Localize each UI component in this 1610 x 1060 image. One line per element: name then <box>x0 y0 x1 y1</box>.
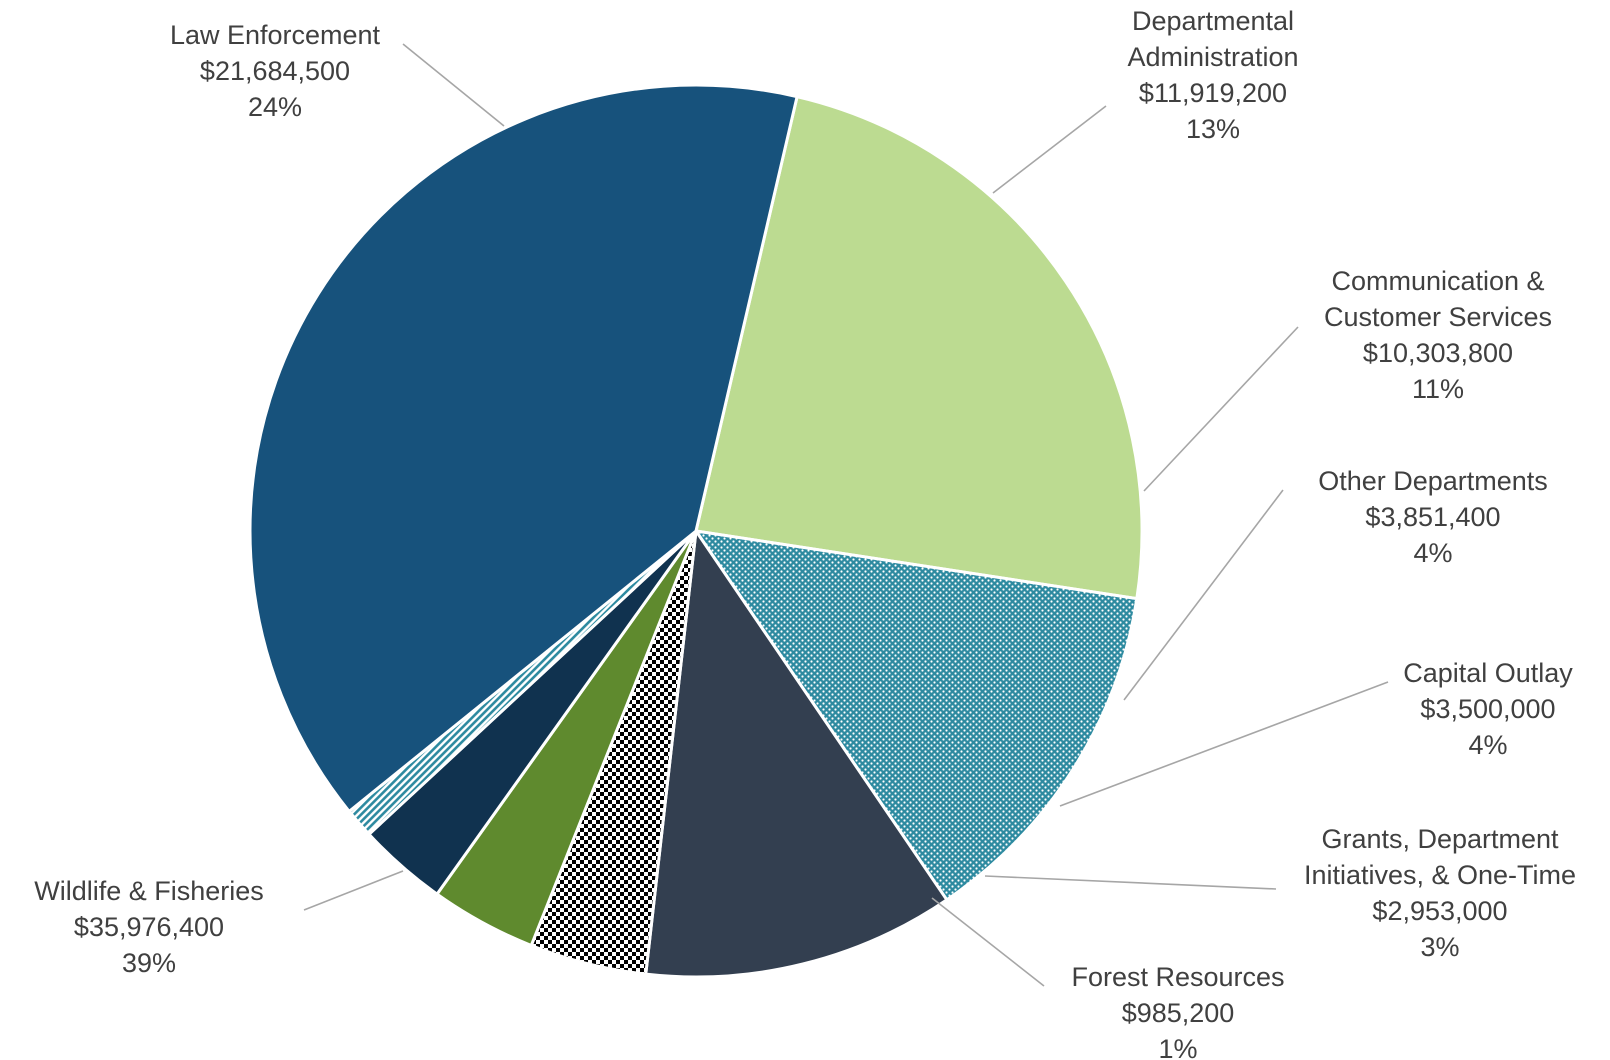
label-departmental-administration-name-0: Departmental <box>1132 6 1294 36</box>
label-other-departments-name: Other Departments <box>1318 466 1548 496</box>
label-departmental-administration-percent: 13% <box>1186 114 1240 144</box>
label-forest-resources: Forest Resources $985,200 1% <box>1071 962 1284 1060</box>
pie-slices <box>248 83 1144 979</box>
label-other-departments-percent: 4% <box>1413 538 1452 568</box>
label-wildlife-and-fisheries-name: Wildlife & Fisheries <box>34 876 264 906</box>
label-capital-outlay-amount: $3,500,000 <box>1420 694 1555 724</box>
label-wildlife-and-fisheries: Wildlife & Fisheries $35,976,400 39% <box>34 876 264 978</box>
label-departmental-administration-name-1: Administration <box>1127 42 1298 72</box>
leader-line-departmental-administration <box>992 105 1107 194</box>
label-departmental-administration: Departmental Administration $11,919,200 13% <box>1127 6 1298 144</box>
label-capital-outlay-name: Capital Outlay <box>1403 658 1573 688</box>
leader-line-other-departments <box>1123 489 1284 701</box>
leader-line-grants-department-initiatives-and-one-time <box>984 875 1277 890</box>
label-departmental-administration-amount: $11,919,200 <box>1139 78 1287 108</box>
label-communication-and-customer-services-name-0: Communication & <box>1331 266 1544 296</box>
label-other-departments: Other Departments $3,851,400 4% <box>1318 466 1548 568</box>
slice-departmental-administration <box>692 528 1139 902</box>
data-labels: Law Enforcement $21,684,500 24% Departmenta… <box>34 6 1576 1060</box>
label-other-departments-amount: $3,851,400 <box>1365 502 1500 532</box>
label-law-enforcement-name: Law Enforcement <box>170 20 381 50</box>
label-capital-outlay-percent: 4% <box>1468 730 1507 760</box>
label-capital-outlay: Capital Outlay $3,500,000 4% <box>1403 658 1573 760</box>
label-communication-and-customer-services-amount: $10,303,800 <box>1363 338 1513 368</box>
slice-law-enforcement <box>694 94 1144 601</box>
label-grants-department-initiatives-and-one-time-name-0: Grants, Department <box>1321 824 1559 854</box>
label-law-enforcement: Law Enforcement $21,684,500 24% <box>170 20 381 122</box>
leader-line-capital-outlay <box>1059 681 1389 807</box>
label-grants-department-initiatives-and-one-time: Grants, Department Initiatives, & One-Tim… <box>1304 824 1576 962</box>
label-forest-resources-percent: 1% <box>1158 1034 1197 1060</box>
label-grants-department-initiatives-and-one-time-name-1: Initiatives, & One-Time <box>1304 860 1576 890</box>
label-communication-and-customer-services-name-1: Customer Services <box>1324 302 1552 332</box>
label-communication-and-customer-services: Communication & Customer Services $10,303,… <box>1324 266 1552 404</box>
leader-line-wildlife-and-fisheries <box>303 870 404 911</box>
label-grants-department-initiatives-and-one-time-percent: 3% <box>1420 932 1459 962</box>
label-law-enforcement-amount: $21,684,500 <box>200 56 350 86</box>
label-law-enforcement-percent: 24% <box>248 92 302 122</box>
leader-line-law-enforcement <box>402 43 505 127</box>
label-wildlife-and-fisheries-percent: 39% <box>122 948 176 978</box>
leader-line-communication-and-customer-services <box>1143 326 1299 492</box>
label-communication-and-customer-services-percent: 11% <box>1412 374 1464 404</box>
slice-communication-and-customer-services <box>644 526 949 979</box>
label-wildlife-and-fisheries-amount: $35,976,400 <box>74 912 224 942</box>
label-forest-resources-name: Forest Resources <box>1071 962 1284 992</box>
leader-line-forest-resources <box>931 897 1045 987</box>
label-grants-department-initiatives-and-one-time-amount: $2,953,000 <box>1372 896 1507 926</box>
leader-lines <box>303 43 1389 987</box>
slice-wildlife-and-fisheries <box>248 83 799 814</box>
label-forest-resources-amount: $985,200 <box>1122 998 1235 1028</box>
